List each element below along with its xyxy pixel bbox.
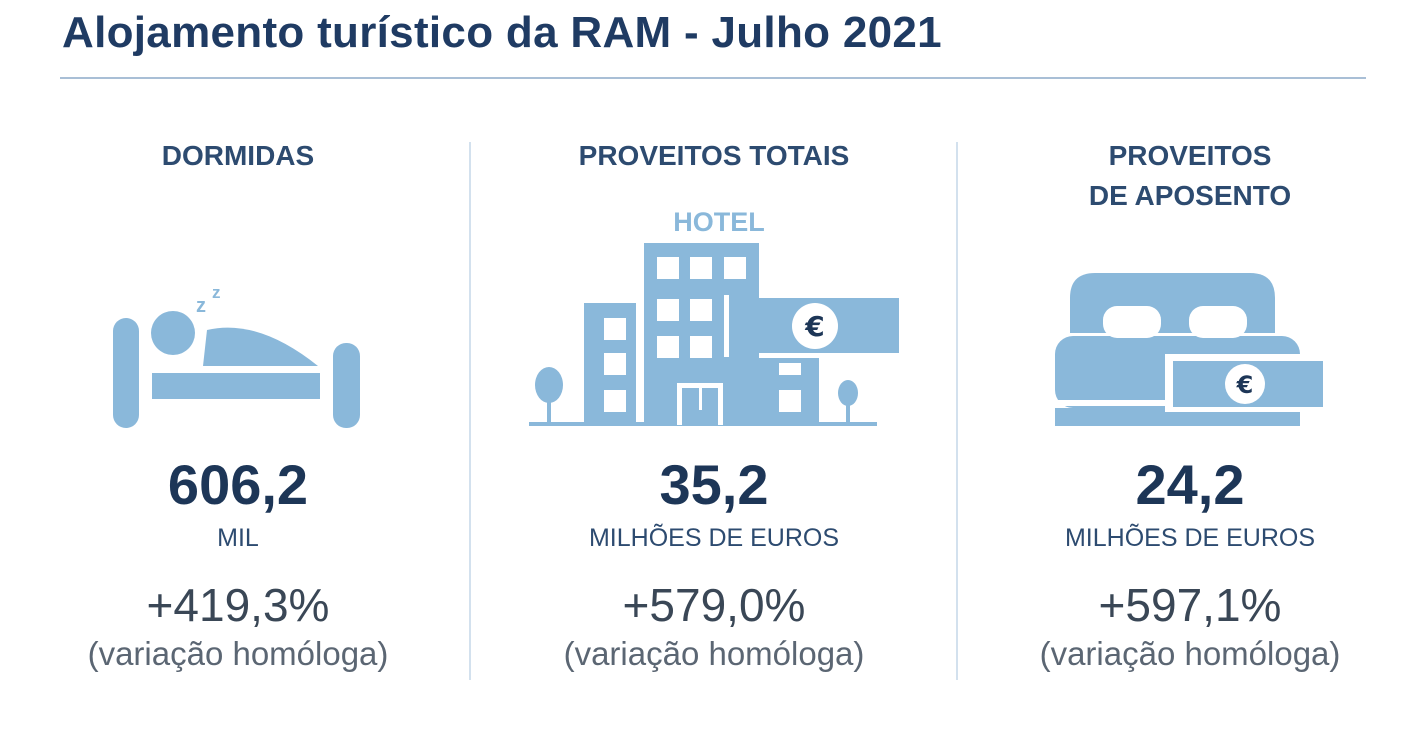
svg-text:€: €: [1236, 371, 1254, 399]
stat-note: (variação homóloga): [87, 635, 389, 672]
svg-text:z: z: [212, 283, 221, 302]
title-divider: [60, 77, 1366, 79]
stat-dormidas: DORMIDAS z z 606,2 MIL +419,3% (variação…: [18, 0, 458, 750]
stat-header-line: PROVEITOS: [1108, 140, 1272, 171]
column-divider: [956, 142, 958, 680]
stat-value: 606,2: [167, 453, 309, 516]
stat-header-line: DE APOSENTO: [1088, 180, 1292, 211]
stat-header: PROVEITOS DE APOSENTO: [970, 136, 1410, 216]
svg-text:€: €: [804, 310, 824, 343]
stat-header: DORMIDAS: [161, 140, 315, 171]
stat-note: (variação homóloga): [563, 635, 865, 672]
svg-text:z: z: [196, 295, 206, 317]
stat-header: PROVEITOS TOTAIS: [578, 140, 850, 171]
stat-change: +419,3%: [146, 579, 330, 631]
stat-unit: MILHÕES DE EUROS: [1064, 524, 1316, 552]
column-divider: [469, 142, 471, 680]
stat-proveitos-totais: PROVEITOS TOTAIS HOTEL: [494, 0, 934, 750]
hotel-with-euro-banknote-icon: HOTEL €: [494, 203, 934, 433]
stat-change: +597,1%: [1098, 579, 1282, 631]
bed-with-euro-banknote-icon: €: [970, 268, 1410, 428]
hotel-label: HOTEL: [673, 207, 765, 237]
stat-value: 24,2: [1135, 453, 1245, 516]
stat-proveitos-aposento: PROVEITOS DE APOSENTO € 24,2 MILHÕES DE …: [970, 0, 1410, 750]
stat-value: 35,2: [659, 453, 769, 516]
page-title: Alojamento turístico da RAM - Julho 2021: [62, 8, 942, 57]
sleeping-in-bed-icon: z z: [18, 278, 458, 433]
stat-change: +579,0%: [622, 579, 806, 631]
stat-unit: MIL: [217, 524, 259, 552]
stat-note: (variação homóloga): [1039, 635, 1341, 672]
stat-unit: MILHÕES DE EUROS: [588, 524, 840, 552]
